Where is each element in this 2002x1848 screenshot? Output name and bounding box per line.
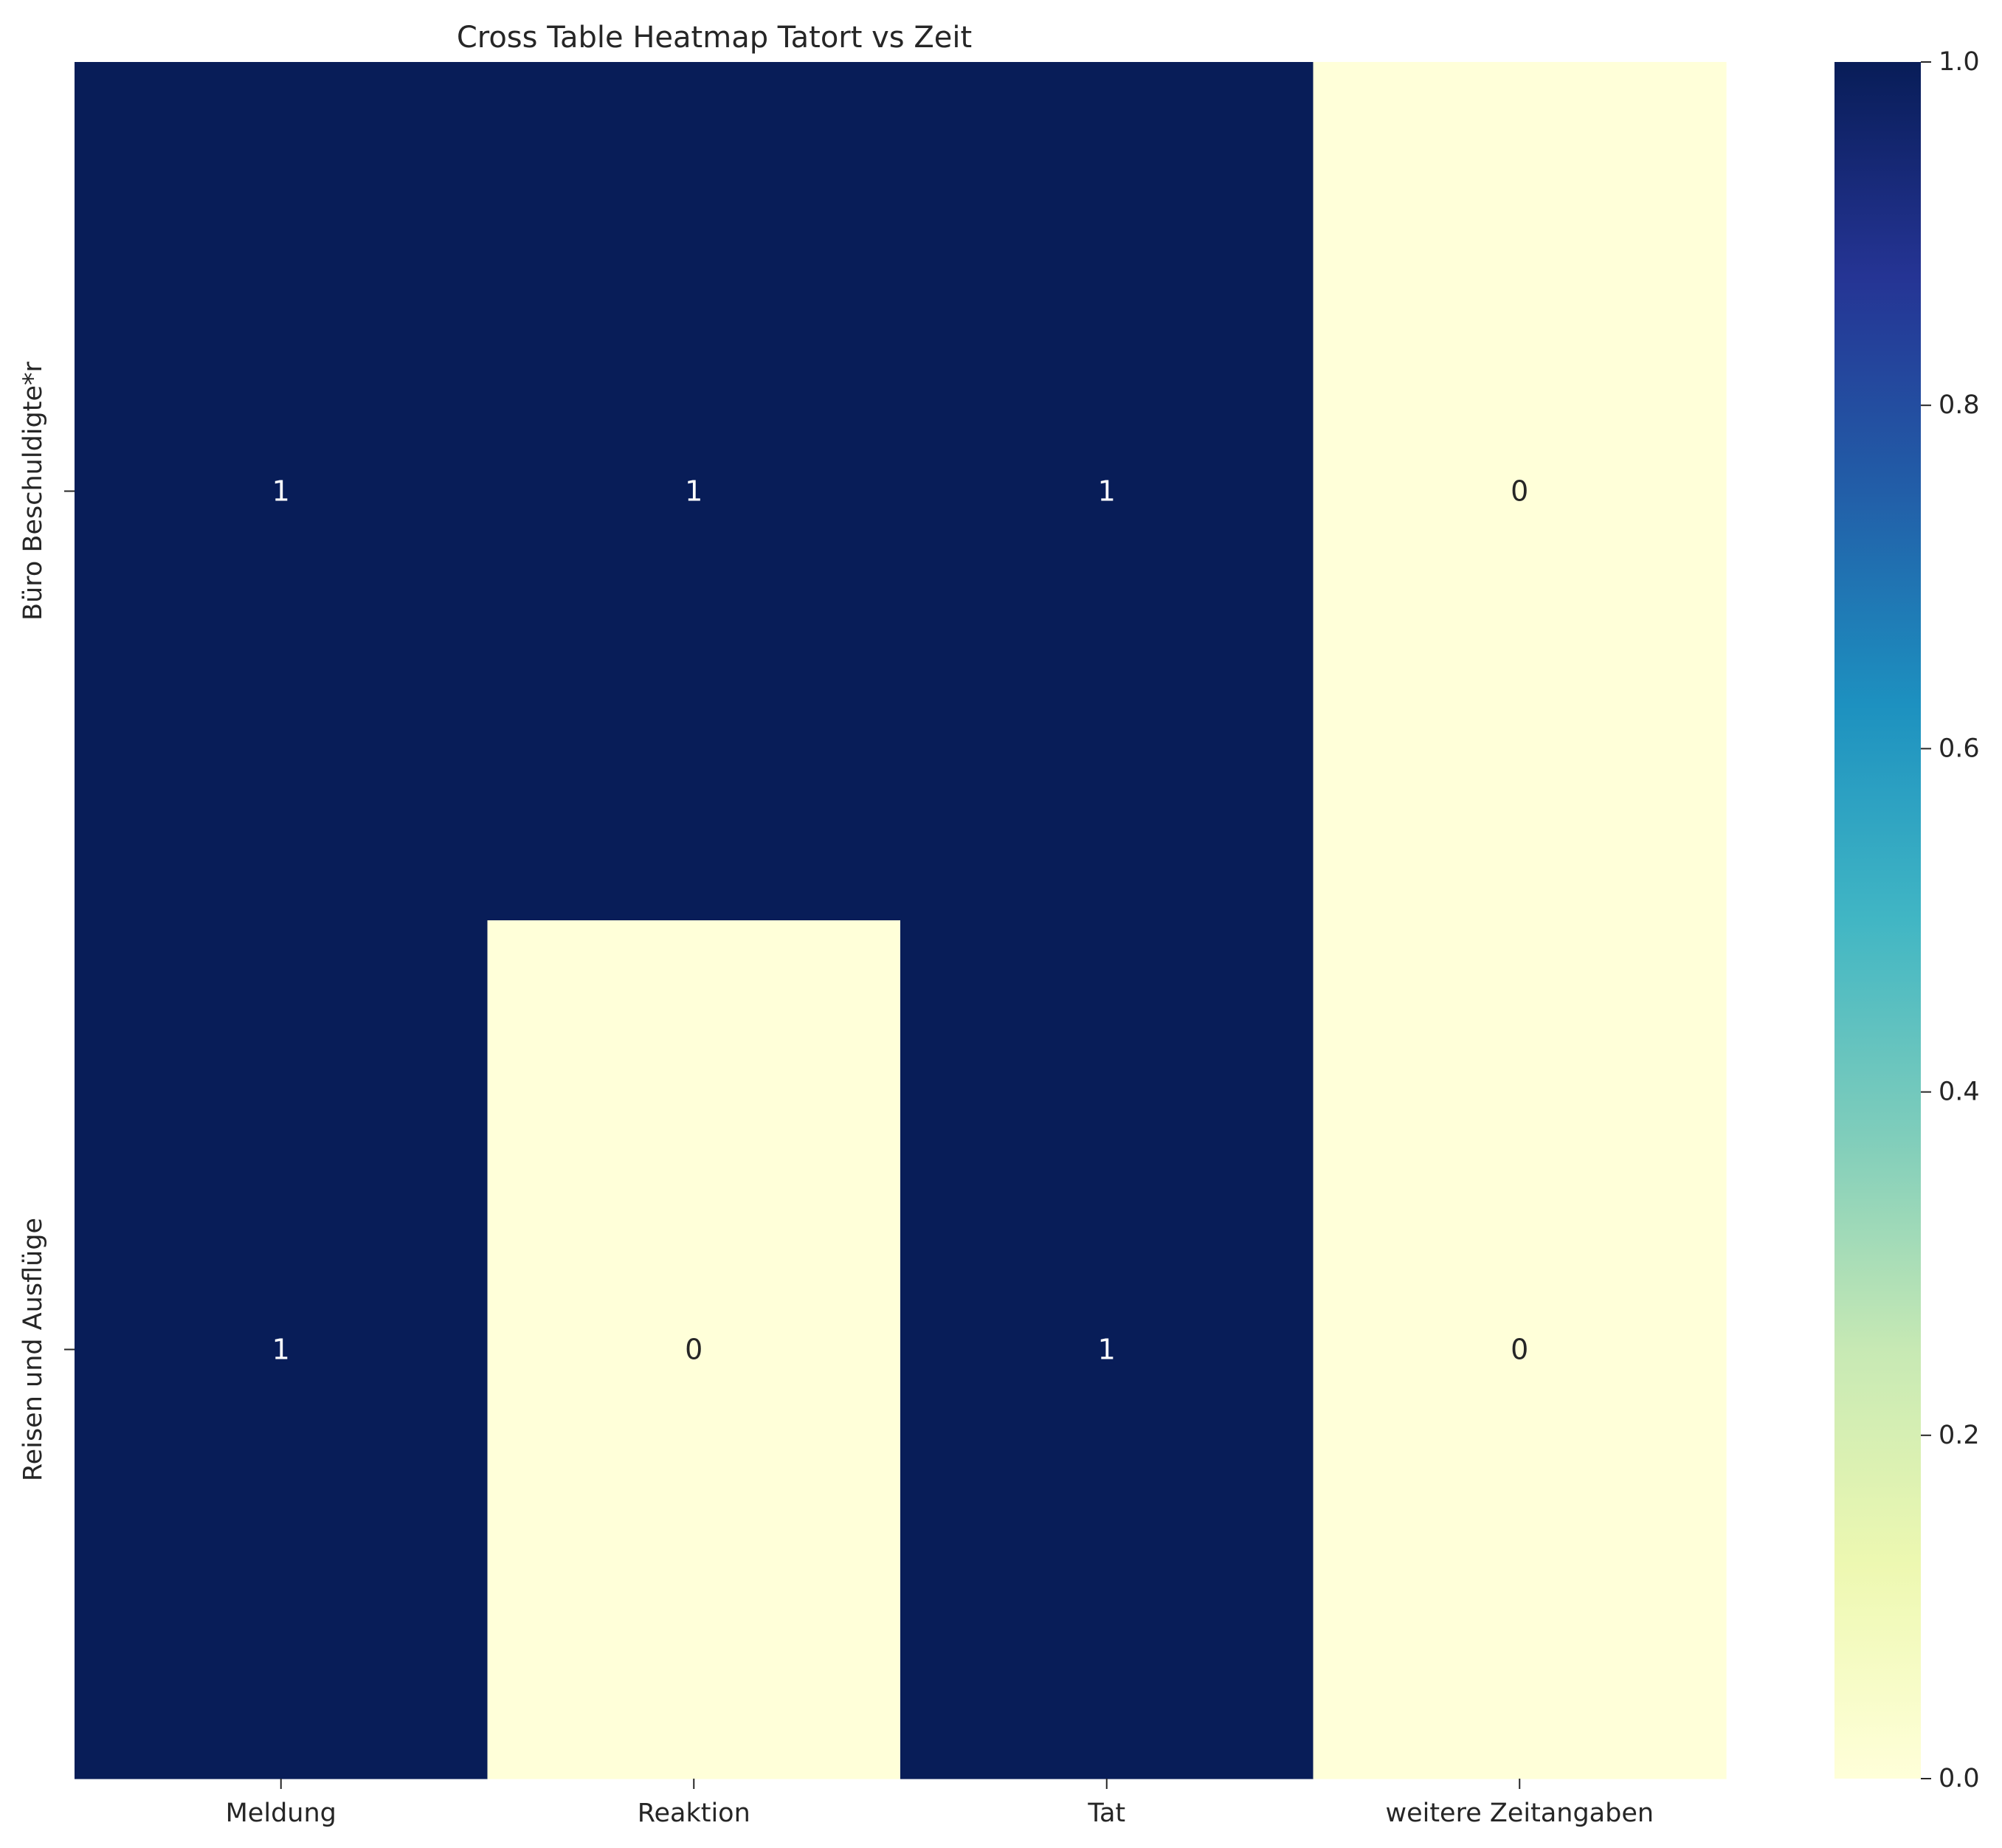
colorbar: 0.0 0.2 0.4 0.6 0.8 1.0 xyxy=(1834,47,1980,1793)
y-axis: Büro Beschuldigte*r Reisen und Ausflüge xyxy=(18,362,75,1481)
heatmap-cell xyxy=(487,920,901,1779)
x-axis: Meldung Reaktion Tat weitere Zeitangaben xyxy=(226,1779,1654,1828)
colorbar-tick-label: 0.4 xyxy=(1939,1078,1980,1107)
colorbar-tick-label: 0.8 xyxy=(1939,390,1980,420)
chart-title: Cross Table Heatmap Tatort vs Zeit xyxy=(457,21,972,55)
cell-annotation: 1 xyxy=(685,475,703,508)
x-tick-label: Meldung xyxy=(226,1799,336,1828)
y-tick-label: Büro Beschuldigte*r xyxy=(18,362,48,621)
colorbar-tick-label: 1.0 xyxy=(1939,47,1980,77)
heatmap-cell xyxy=(1313,920,1727,1779)
heatmap-cell xyxy=(75,920,489,1779)
heatmap-cell xyxy=(1313,62,1727,921)
colorbar-tick-label: 0.2 xyxy=(1939,1421,1980,1450)
cell-annotation: 1 xyxy=(1098,475,1116,508)
cell-annotation: 0 xyxy=(685,1334,703,1366)
cell-annotation: 0 xyxy=(1511,475,1528,508)
cell-annotation: 1 xyxy=(1098,1334,1116,1366)
cell-annotation: 1 xyxy=(272,475,290,508)
cell-annotation: 1 xyxy=(272,1334,290,1366)
heatmap-cell xyxy=(487,62,901,921)
cell-annotation: 0 xyxy=(1511,1334,1528,1366)
x-tick-label: weitere Zeitangaben xyxy=(1385,1799,1654,1828)
heatmap-cell xyxy=(75,62,489,921)
heatmap-cells xyxy=(75,62,1727,1779)
colorbar-tick-label: 0.6 xyxy=(1939,734,1980,763)
x-tick-label: Tat xyxy=(1087,1799,1125,1828)
heatmap-cell xyxy=(900,920,1314,1779)
colorbar-gradient xyxy=(1834,62,1921,1779)
x-tick-label: Reaktion xyxy=(638,1799,750,1828)
y-tick-label: Reisen und Ausflüge xyxy=(18,1218,48,1481)
cell-annotations: 1 1 1 0 1 0 1 0 xyxy=(272,475,1529,1366)
heatmap-cell xyxy=(900,62,1314,921)
colorbar-tick-label: 0.0 xyxy=(1939,1764,1980,1793)
